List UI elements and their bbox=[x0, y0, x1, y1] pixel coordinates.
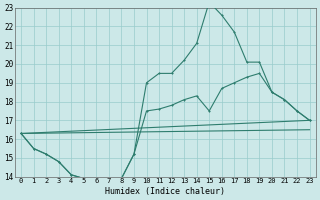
X-axis label: Humidex (Indice chaleur): Humidex (Indice chaleur) bbox=[105, 187, 225, 196]
